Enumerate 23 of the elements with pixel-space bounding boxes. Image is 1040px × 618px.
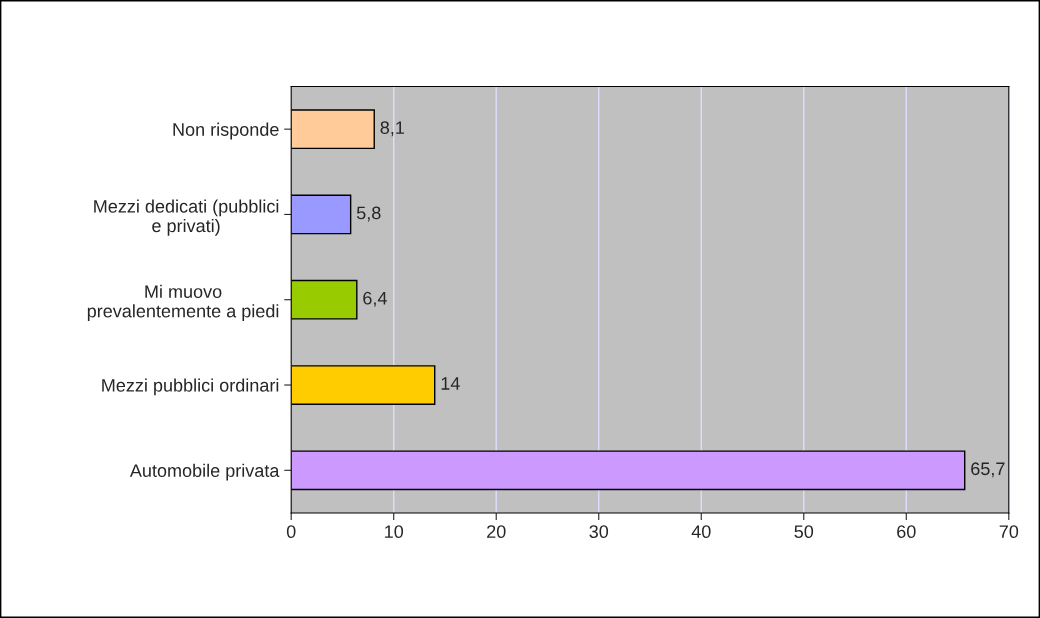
x-tick-label: 10 [385, 525, 404, 539]
x-tick-label: 40 [691, 525, 711, 539]
data-label: 5,8 [356, 206, 381, 222]
y-tick-label: Automobile privata [129, 463, 280, 481]
bar [291, 109, 375, 150]
bar [291, 450, 966, 491]
data-label: 14 [441, 377, 460, 390]
x-tick-label: 50 [794, 525, 814, 539]
x-tick-label: 30 [589, 525, 609, 539]
x-tick-label: 20 [487, 525, 506, 539]
y-tick-label: Mezzi dedicati (pubblici e privati) [94, 199, 279, 236]
x-tick-label: 70 [999, 525, 1019, 539]
x-tick-label: 60 [897, 525, 916, 539]
data-label: 65,7 [971, 462, 1005, 478]
data-label: 8,1 [380, 121, 405, 137]
bar [291, 194, 352, 235]
x-tick-label: 0 [286, 525, 296, 539]
bar [291, 365, 436, 405]
y-tick-label: Non risponde [173, 122, 279, 140]
bar [291, 279, 358, 320]
data-label: 6,4 [363, 291, 387, 307]
y-tick-label: Mi muovo prevalentemente a piedi [87, 284, 279, 322]
y-tick-label: Mezzi pubblici ordinari [102, 378, 279, 396]
